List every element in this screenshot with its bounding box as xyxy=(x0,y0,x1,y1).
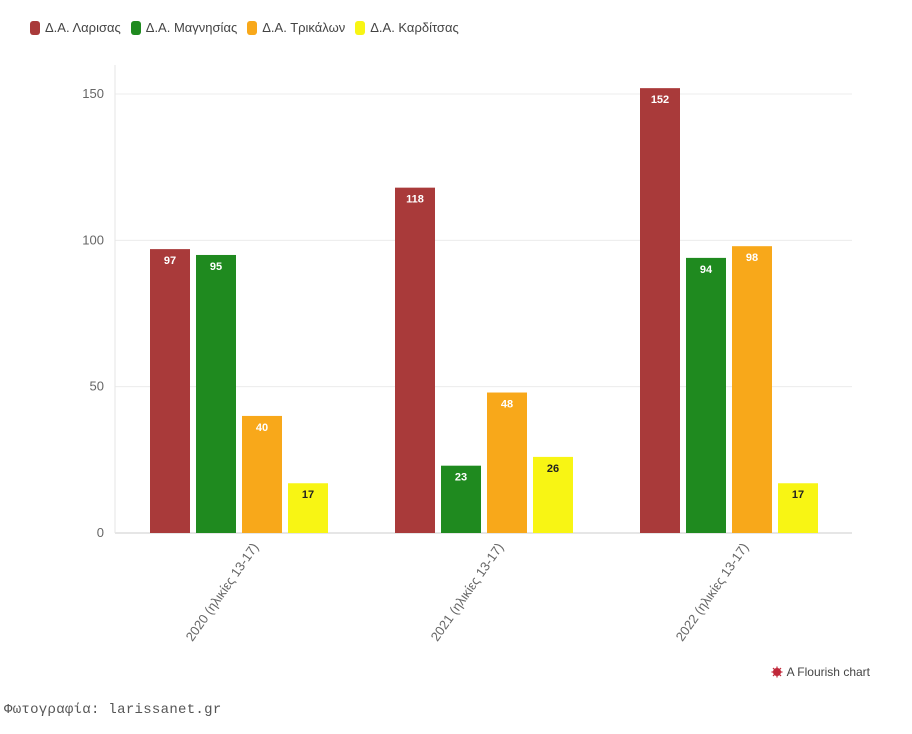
chart-legend: Δ.Α. Λαρισας Δ.Α. Μαγνησίας Δ.Α. Τρικάλων Δ… xyxy=(30,20,469,35)
bar-value-label: 118 xyxy=(406,194,424,206)
bar xyxy=(196,254,236,533)
bar xyxy=(150,249,190,533)
y-tick-label: 150 xyxy=(82,86,104,101)
bar-value-label: 48 xyxy=(501,399,513,411)
legend-item[interactable]: Δ.Α. Λαρισας xyxy=(30,20,121,35)
photo-caption: Φωτογραφία: larissanet.gr xyxy=(4,702,222,718)
bar xyxy=(686,257,726,533)
bar xyxy=(487,392,527,533)
bar-value-label: 17 xyxy=(792,489,804,501)
x-category-label: 2022 (ηλικίες 13-17) xyxy=(673,540,752,644)
x-category-label: 2020 (ηλικίες 13-17) xyxy=(183,540,262,644)
bar-value-label: 40 xyxy=(256,422,268,434)
legend-swatch xyxy=(30,20,40,35)
legend-swatch xyxy=(355,20,366,35)
legend-label: Δ.Α. Λαρισας xyxy=(45,20,121,35)
y-tick-label: 100 xyxy=(82,232,104,247)
bar xyxy=(441,465,481,533)
bar-value-label: 152 xyxy=(651,94,669,106)
flourish-credit[interactable]: A Flourish chart xyxy=(771,665,870,679)
bar-value-label: 23 xyxy=(455,472,467,484)
legend-label: Δ.Α. Καρδίτσας xyxy=(370,20,459,35)
bar-value-label: 97 xyxy=(164,255,176,267)
flourish-icon xyxy=(771,666,783,678)
bar xyxy=(242,415,282,533)
legend-swatch xyxy=(130,20,141,35)
legend-swatch xyxy=(247,20,258,35)
bar-value-label: 94 xyxy=(700,264,713,276)
y-tick-label: 0 xyxy=(97,525,104,540)
legend-item[interactable]: Δ.Α. Μαγνησίας xyxy=(130,20,238,35)
bar xyxy=(533,456,573,533)
legend-item[interactable]: Δ.Α. Τρικάλων xyxy=(247,20,345,35)
bar-value-label: 17 xyxy=(302,489,314,501)
bar-value-label: 26 xyxy=(547,463,559,475)
bar xyxy=(395,187,435,534)
bar-value-label: 95 xyxy=(210,261,222,273)
bar xyxy=(288,483,328,533)
bar xyxy=(732,246,772,534)
credit-text: A Flourish chart xyxy=(786,665,870,679)
bar xyxy=(640,88,680,533)
bar-chart: 0 50 100 150 97 95 40 17 2020 (ηλικίες 13-17) 118… xyxy=(82,65,852,644)
x-category-label: 2021 (ηλικίες 13-17) xyxy=(428,540,507,644)
y-tick-label: 50 xyxy=(90,379,104,394)
legend-label: Δ.Α. Τρικάλων xyxy=(262,20,346,35)
legend-label: Δ.Α. Μαγνησίας xyxy=(145,20,238,35)
bar-value-label: 98 xyxy=(746,252,758,264)
legend-item[interactable]: Δ.Α. Καρδίτσας xyxy=(355,20,459,35)
bar xyxy=(778,483,818,533)
